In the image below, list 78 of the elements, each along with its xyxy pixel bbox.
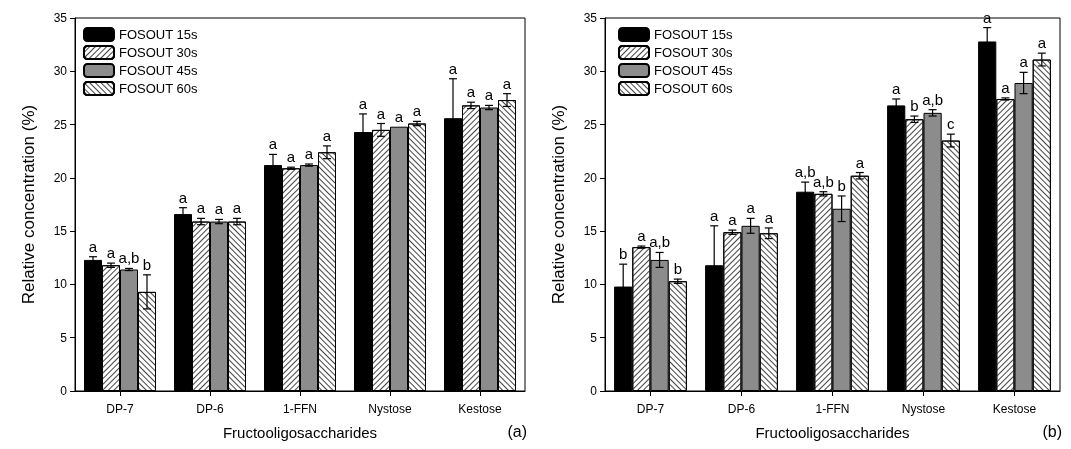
text: (b) xyxy=(1042,422,1063,440)
y-tick-label: 35 xyxy=(53,11,68,25)
legend-label: FOSOUT 30s xyxy=(654,45,733,60)
data-label: a xyxy=(394,107,404,125)
x-tick-label: Kestose xyxy=(992,402,1037,416)
data-label: a xyxy=(484,86,494,104)
data-label: b xyxy=(673,260,682,278)
data-label: a,b xyxy=(649,233,671,251)
y-tick-label: 30 xyxy=(583,64,598,79)
legend-label: FOSOUT 60s xyxy=(654,81,733,96)
y-tick-label: 20 xyxy=(583,170,598,185)
data-label: b xyxy=(619,245,628,263)
data-label: a xyxy=(855,153,865,171)
legend-label: FOSOUT 30s xyxy=(119,45,198,60)
y-tick-label: 15 xyxy=(53,224,68,239)
data-label: a xyxy=(214,200,224,218)
x-tick-label: 1-FFN xyxy=(815,402,850,416)
data-label: a xyxy=(764,208,774,226)
x-tick-label: 1-FFN xyxy=(283,402,317,416)
data-label: a xyxy=(196,199,206,217)
data-label: a xyxy=(710,206,720,224)
data-label: a xyxy=(746,199,756,217)
legend-label: FOSOUT 15s xyxy=(119,27,198,42)
x-tick-label: Kestose xyxy=(458,402,503,416)
y-tick-label: 20 xyxy=(53,170,68,185)
data-label: a xyxy=(448,59,458,77)
x-tick-label: DP-7 xyxy=(636,402,665,416)
data-label: a xyxy=(88,237,98,255)
y-tick-label: 25 xyxy=(583,117,598,132)
y-tick-label: 30 xyxy=(53,64,68,79)
data-label: a xyxy=(106,244,116,262)
data-label: b xyxy=(910,97,919,115)
data-label: a xyxy=(178,188,188,206)
data-label: c xyxy=(947,115,956,133)
data-label: a,b xyxy=(922,90,944,108)
legend-label: FOSOUT 15s xyxy=(654,27,733,42)
y-tick-label: 5 xyxy=(60,330,68,345)
data-label: a xyxy=(728,211,738,229)
x-tick-label: DP-6 xyxy=(727,402,756,416)
data-label: a xyxy=(232,199,242,217)
x-axis-title: Fructooligosaccharides xyxy=(222,424,378,441)
data-label: b xyxy=(837,176,846,194)
y-tick-label: 10 xyxy=(583,277,598,292)
data-label: a xyxy=(268,135,278,153)
y-tick-label: 0 xyxy=(60,384,68,398)
y-tick-label: 25 xyxy=(53,117,68,132)
data-label: a xyxy=(286,148,296,166)
data-label: a xyxy=(502,74,512,92)
legend-label: FOSOUT 60s xyxy=(119,81,198,96)
data-label: a xyxy=(322,126,332,144)
data-label: a xyxy=(376,104,386,122)
y-tick-label: 0 xyxy=(590,384,598,398)
data-label: b xyxy=(142,255,152,273)
legend-label: FOSOUT 45s xyxy=(654,63,733,78)
y-axis-title: Relative concentration (%) xyxy=(19,104,38,305)
x-axis-title: Fructooligosaccharides xyxy=(755,424,910,441)
y-tick-label: 35 xyxy=(583,11,598,25)
data-label: a xyxy=(466,83,476,101)
data-label: a xyxy=(358,94,368,112)
data-label: a xyxy=(983,8,993,26)
data-label: a xyxy=(304,145,314,162)
y-axis-title: Relative concentration (%) xyxy=(549,104,568,305)
x-tick-label: Nystose xyxy=(901,402,946,416)
data-label: a xyxy=(1037,34,1047,52)
data-label: a,b xyxy=(118,249,140,267)
y-tick-label: 15 xyxy=(583,224,598,239)
data-label: a xyxy=(412,102,422,120)
x-tick-label: DP-6 xyxy=(196,402,224,416)
legend-label: FOSOUT 45s xyxy=(119,63,198,78)
y-tick-label: 10 xyxy=(53,277,68,292)
x-tick-label: DP-7 xyxy=(106,402,134,416)
data-label: a xyxy=(1019,53,1029,71)
y-tick-label: 5 xyxy=(590,330,598,345)
data-label: a xyxy=(637,227,647,245)
data-label: a xyxy=(1001,78,1011,96)
text: (a) xyxy=(507,422,528,440)
x-tick-label: Nystose xyxy=(368,402,412,416)
data-label: a xyxy=(892,79,902,97)
